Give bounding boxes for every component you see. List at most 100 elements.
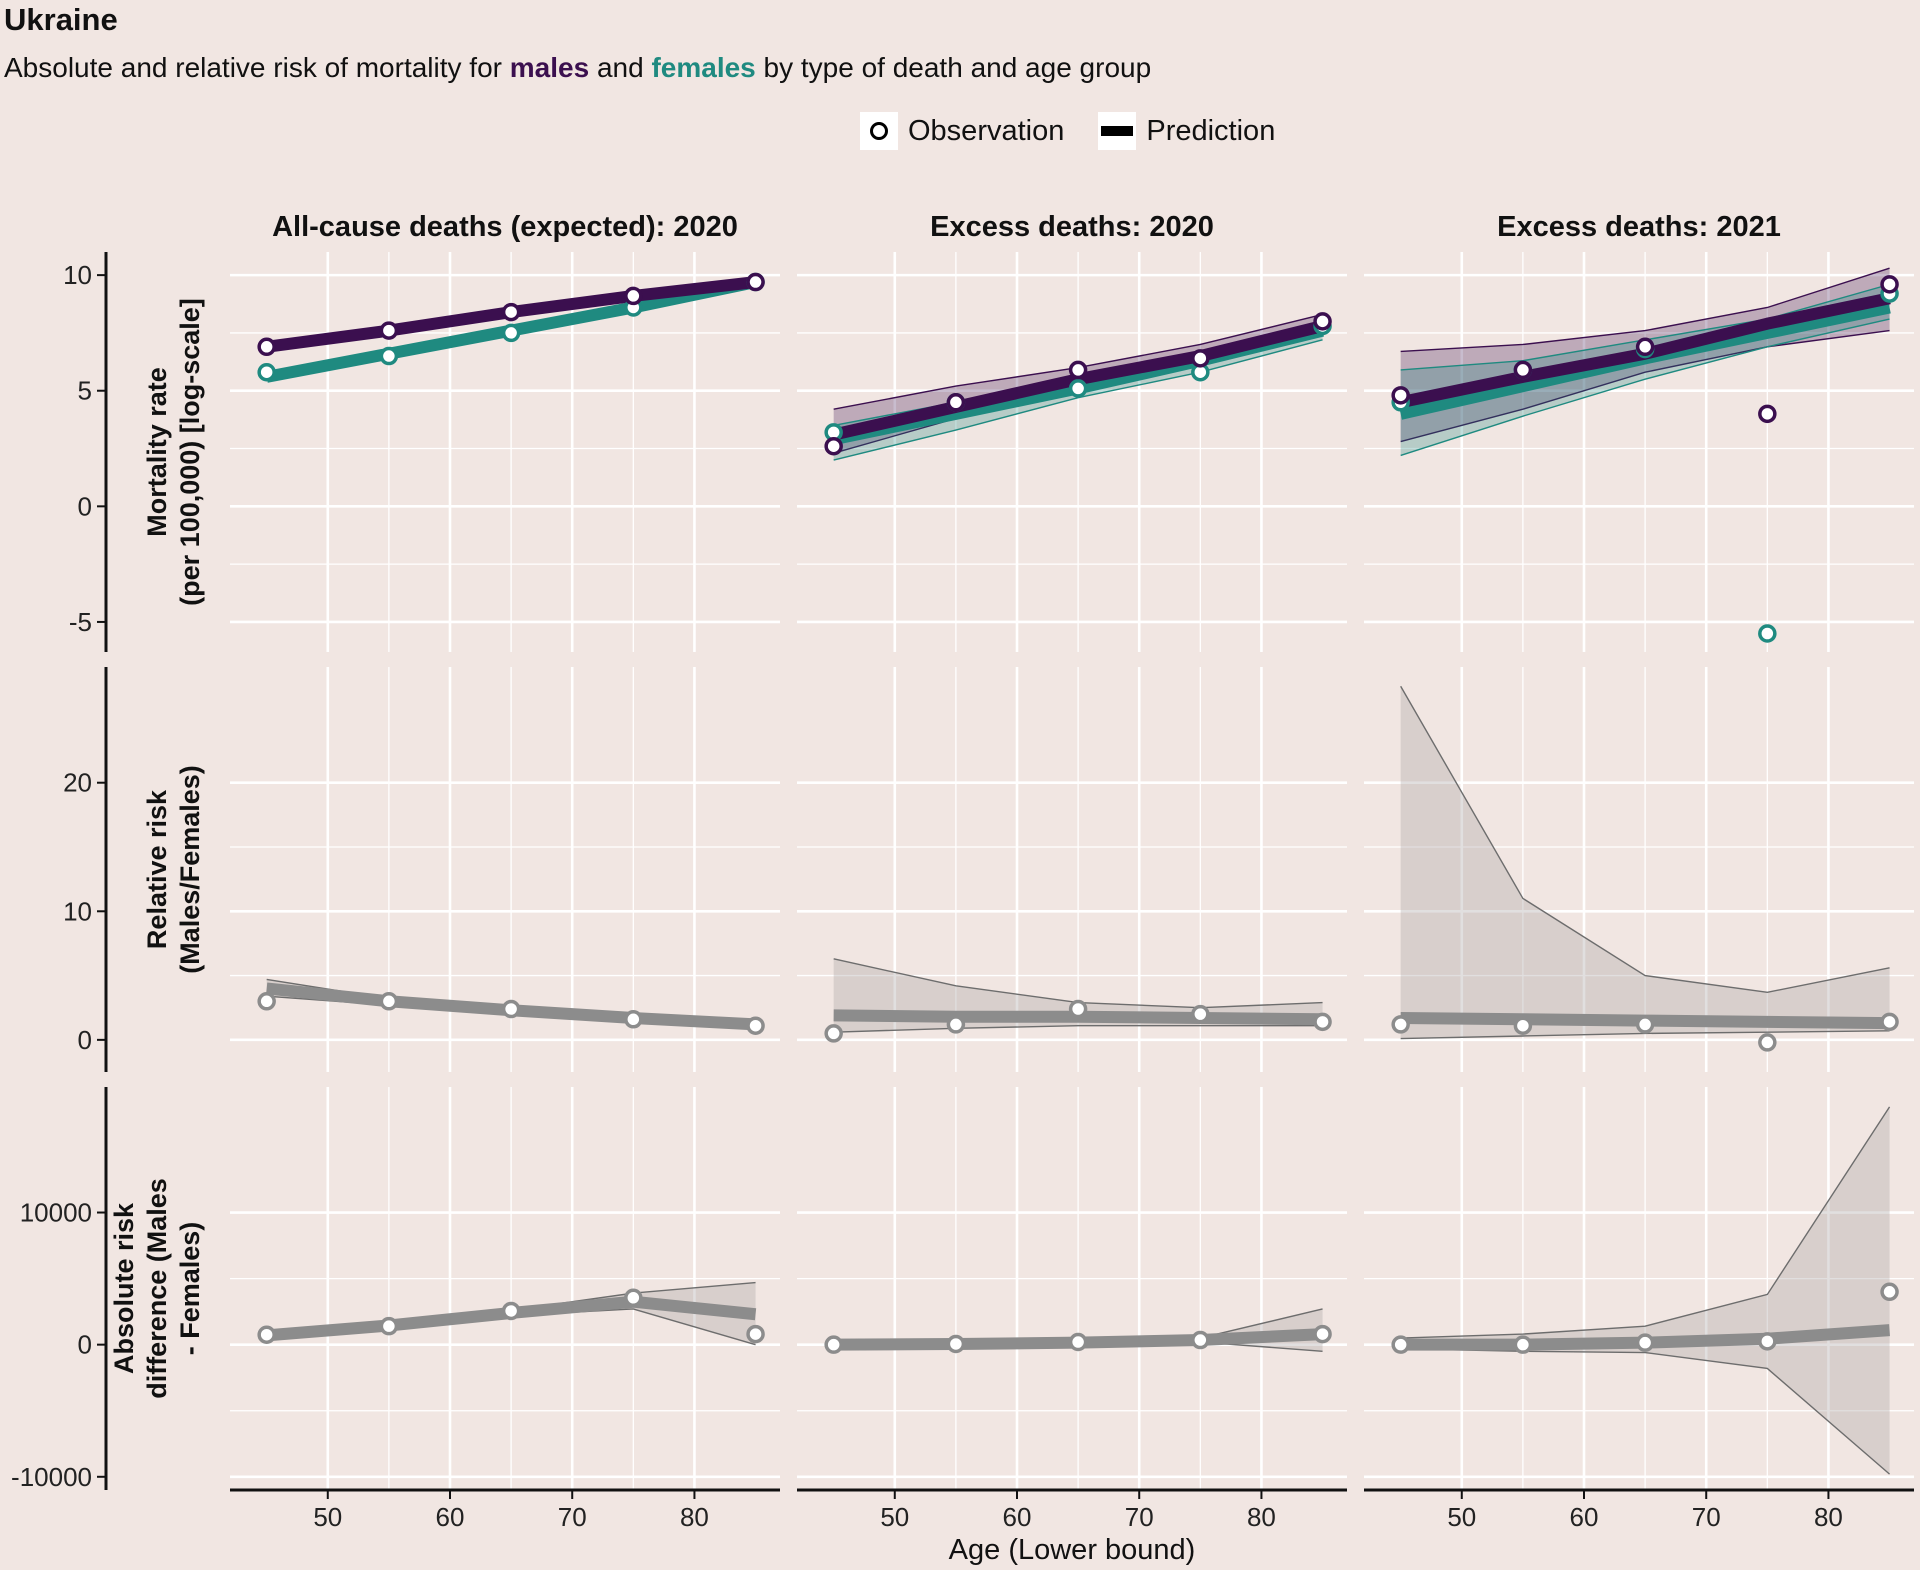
observation-point-ratio bbox=[379, 992, 399, 1011]
observation-point-ratio bbox=[1880, 1012, 1899, 1032]
observation-point-difference bbox=[1068, 1332, 1088, 1352]
ci-upper-males bbox=[1400, 267, 1890, 353]
facet-title-1: All-cause deaths (expected): 2020 bbox=[272, 211, 738, 243]
panel-r2-c1 bbox=[230, 667, 780, 1072]
observation-point-ratio bbox=[824, 1024, 843, 1043]
panel-r1-c2 bbox=[797, 252, 1347, 652]
x-tick-label: 70 bbox=[1692, 1502, 1721, 1532]
observation-point-ratio bbox=[257, 992, 276, 1011]
observation-point-females bbox=[379, 346, 399, 366]
observation-point-ratio bbox=[1313, 1012, 1332, 1032]
x-tick-label: 60 bbox=[436, 1502, 465, 1532]
observation-point-ratio bbox=[1635, 1015, 1655, 1034]
legend-observation-label: Observation bbox=[908, 114, 1065, 147]
observation-point-males bbox=[746, 272, 765, 292]
y-tick-label: 0 bbox=[78, 491, 92, 521]
observation-point-difference bbox=[824, 1335, 843, 1354]
observation-point-males bbox=[379, 321, 399, 340]
observation-point-ratio bbox=[946, 1015, 966, 1034]
observation-point-males bbox=[1313, 312, 1332, 331]
observation-point-difference bbox=[1880, 1282, 1899, 1302]
observation-point-females bbox=[1758, 624, 1777, 643]
subtitle-text-3: by type of death and age group bbox=[755, 52, 1152, 83]
observation-point-males bbox=[1191, 349, 1210, 368]
observation-point-males bbox=[257, 337, 276, 357]
legend-prediction-label: Prediction bbox=[1146, 114, 1276, 147]
observation-point-difference bbox=[1391, 1335, 1410, 1354]
subtitle-text-2: and bbox=[589, 52, 652, 83]
ci-upper-ratio bbox=[1400, 685, 1890, 993]
panel-r1-c3 bbox=[1364, 252, 1914, 652]
x-tick-label: 50 bbox=[1447, 1502, 1476, 1532]
observation-point-difference bbox=[379, 1316, 399, 1336]
x-tick-label: 70 bbox=[558, 1502, 587, 1532]
ci-lower-males bbox=[1400, 329, 1890, 443]
ci-ribbon-ratio bbox=[1400, 686, 1890, 1039]
ci-ribbon-difference bbox=[1400, 1106, 1890, 1475]
observation-point-females bbox=[501, 323, 521, 343]
observation-point-ratio bbox=[501, 999, 521, 1019]
y-tick-label: 10 bbox=[63, 896, 92, 926]
y-axis-label: (Males/Females) bbox=[175, 765, 205, 974]
page-title: Ukraine bbox=[4, 2, 118, 37]
x-tick-label: 80 bbox=[1814, 1502, 1843, 1532]
observation-point-ratio bbox=[1068, 999, 1088, 1019]
y-axis-label: Absolute risk bbox=[109, 1202, 139, 1374]
y-tick-label: 0 bbox=[78, 1330, 92, 1360]
observation-point-males bbox=[624, 286, 643, 306]
panel-r2-c2 bbox=[797, 667, 1347, 1072]
observation-point-males bbox=[501, 302, 521, 322]
observation-point-ratio bbox=[746, 1016, 765, 1035]
x-tick-label: 60 bbox=[1570, 1502, 1599, 1532]
observation-point-males bbox=[1391, 386, 1410, 405]
observation-point-ratio bbox=[624, 1010, 643, 1029]
observation-point-males bbox=[1758, 404, 1777, 424]
y-tick-label: 20 bbox=[63, 768, 92, 798]
observation-point-difference bbox=[624, 1288, 643, 1307]
observation-point-ratio bbox=[1391, 1015, 1410, 1034]
y-axis-label: Mortality rate bbox=[142, 367, 172, 537]
ci-lower-females bbox=[1400, 318, 1890, 457]
observation-point-difference bbox=[1758, 1332, 1777, 1351]
subtitle-females: females bbox=[651, 52, 756, 83]
prediction-key-icon bbox=[1098, 112, 1137, 150]
y-tick-label: 10000 bbox=[20, 1198, 92, 1228]
observation-point-males bbox=[1880, 275, 1899, 294]
observation-point-females bbox=[1068, 379, 1088, 398]
x-tick-label: 50 bbox=[880, 1502, 909, 1532]
observation-key-icon bbox=[860, 112, 898, 150]
observation-point-ratio bbox=[1191, 1004, 1210, 1024]
y-tick-label: 10 bbox=[63, 260, 92, 290]
x-tick-label: 80 bbox=[680, 1502, 709, 1532]
observation-point-difference bbox=[1635, 1333, 1655, 1352]
facet-title-2: Excess deaths: 2020 bbox=[930, 211, 1214, 243]
observation-point-males bbox=[1635, 337, 1655, 357]
subtitle-males: males bbox=[509, 52, 590, 83]
observation-point-males bbox=[1068, 360, 1088, 380]
panel-r2-c3 bbox=[1364, 667, 1914, 1072]
panel-r3-c1 bbox=[230, 1087, 780, 1490]
y-axis-label: difference (Males bbox=[142, 1178, 172, 1399]
observation-point-difference bbox=[746, 1324, 765, 1344]
x-axis-label: Age (Lower bound) bbox=[949, 1534, 1196, 1566]
x-tick-label: 80 bbox=[1247, 1502, 1276, 1532]
observation-point-ratio bbox=[1513, 1016, 1533, 1035]
x-tick-label: 50 bbox=[313, 1502, 342, 1532]
panel-r3-c3 bbox=[1364, 1087, 1914, 1490]
observation-point-males bbox=[1513, 360, 1533, 380]
observation-point-difference bbox=[257, 1325, 276, 1344]
y-axis-label: - Females) bbox=[175, 1222, 205, 1356]
ci-upper-difference bbox=[1400, 1106, 1891, 1339]
x-tick-label: 70 bbox=[1125, 1502, 1154, 1532]
observation-point-males bbox=[946, 393, 966, 412]
observation-point-difference bbox=[1191, 1330, 1210, 1350]
legend: Observation Prediction bbox=[860, 112, 1275, 150]
observation-point-difference bbox=[946, 1334, 966, 1354]
observation-point-difference bbox=[501, 1301, 521, 1321]
observation-point-males bbox=[824, 436, 843, 456]
y-tick-label: 0 bbox=[78, 1025, 92, 1055]
y-axis-label: Relative risk bbox=[142, 789, 172, 949]
subtitle-text-1: Absolute and relative risk of mortality … bbox=[4, 52, 510, 83]
y-axis-label: (per 100,000) [log-scale] bbox=[175, 298, 205, 606]
